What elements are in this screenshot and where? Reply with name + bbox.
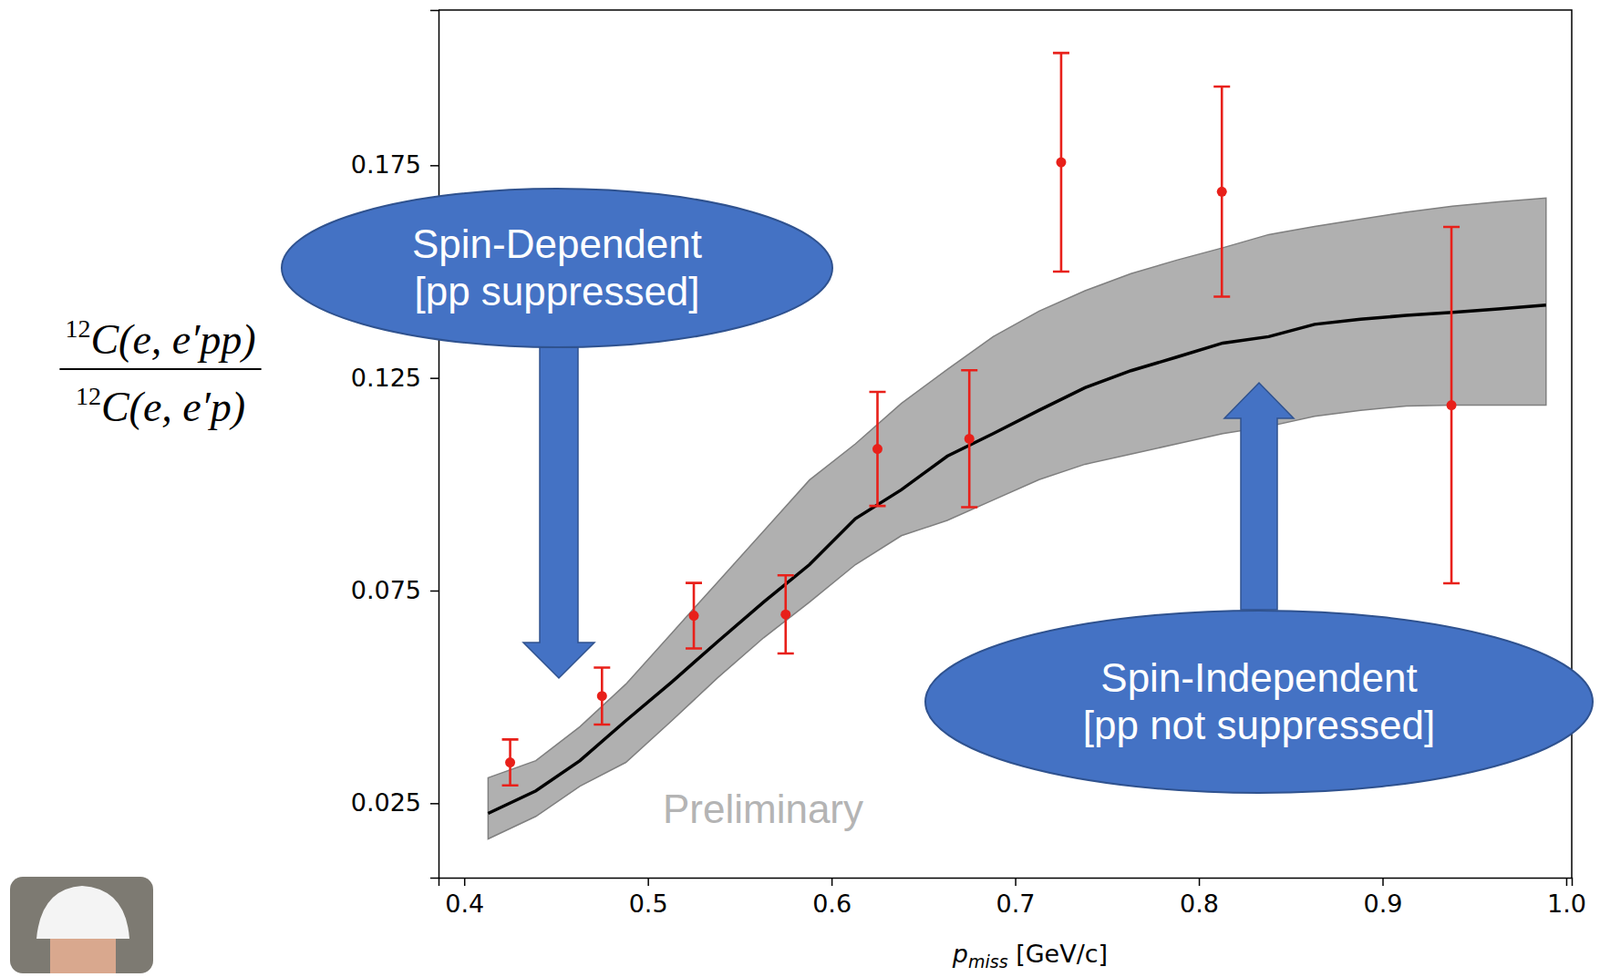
y-tick: 0.075 — [350, 576, 439, 605]
photo-background — [10, 877, 154, 974]
y-tick: 0.125 — [350, 363, 439, 393]
callout-text: [pp not suppressed] — [1083, 702, 1435, 748]
x-tick-mark — [647, 877, 650, 887]
x-tick: 0.9 — [1363, 877, 1404, 919]
x-tick-label: 1.0 — [1547, 889, 1587, 919]
x-tick-label: 0.7 — [996, 889, 1036, 919]
data-point — [872, 443, 883, 455]
x-tick-mark — [1014, 877, 1017, 887]
data-point — [964, 433, 975, 444]
data-point — [780, 609, 791, 620]
callout-ellipse — [281, 188, 833, 348]
error-bar — [685, 583, 702, 650]
chart: 0.4 0.5 0.6 0.7 0.8 0.9 1.0 0.025 0.075 0.125 0.17… — [0, 0, 1600, 977]
y-tick-mark — [430, 590, 439, 593]
x-tick: 0.5 — [629, 877, 669, 919]
y-title-superscript: 12 — [75, 381, 102, 411]
error-bar — [868, 392, 886, 506]
y-tick: 0.175 — [350, 150, 439, 179]
x-axis: 0.4 0.5 0.6 0.7 0.8 0.9 1.0 — [439, 877, 1587, 919]
y-tick-mark — [430, 377, 439, 380]
callout-text: [pp suppressed] — [413, 268, 700, 314]
x-axis-title-unit: [GeV/c] — [1008, 939, 1109, 969]
x-tick: 1.0 — [1547, 877, 1587, 919]
callout-ellipse — [925, 610, 1593, 794]
x-tick: 0.6 — [812, 877, 852, 919]
data-point — [689, 610, 700, 621]
y-title-text: C(e, e′p) — [101, 383, 246, 431]
y-axis-title-numerator: 12C(e, e′pp) — [64, 314, 256, 363]
error-bar — [593, 667, 610, 725]
y-axis-line — [430, 10, 440, 879]
data-point — [505, 757, 516, 768]
x-tick-label: 0.4 — [444, 889, 485, 919]
x-tick-mark — [1382, 877, 1384, 887]
y-axis-title-denominator: 12C(e, e′p) — [75, 381, 246, 431]
data-point — [1055, 157, 1066, 168]
x-tick-label: 0.5 — [629, 889, 669, 919]
x-axis-line — [439, 878, 1573, 888]
y-title-text: C(e, e′pp) — [90, 316, 256, 363]
data-point — [1217, 186, 1228, 197]
y-tick-label: 0.075 — [350, 576, 422, 605]
y-tick-mark — [430, 165, 439, 167]
photo-helmet — [36, 886, 130, 940]
x-axis-title-main: p — [951, 939, 969, 969]
x-tick-mark — [831, 877, 834, 887]
x-tick-label: 0.9 — [1363, 889, 1404, 919]
x-tick-label: 0.6 — [812, 889, 852, 919]
x-axis-title: pmiss [GeV/c] — [951, 939, 1108, 972]
x-tick-mark — [1566, 877, 1569, 887]
x-tick-mark — [464, 877, 466, 887]
data-point — [1446, 400, 1457, 411]
photo-face — [50, 939, 116, 974]
y-title-superscript: 12 — [64, 314, 91, 343]
callout: Spin-Independent[pp not suppressed] — [925, 382, 1593, 794]
callout-arrow — [523, 347, 595, 679]
callout: Spin-Dependent[pp suppressed] — [281, 188, 833, 679]
x-tick-mark — [1198, 877, 1201, 887]
watermark: Preliminary — [662, 786, 864, 832]
y-tick-label: 0.125 — [350, 363, 422, 393]
fraction-bar — [59, 368, 261, 371]
callout-text: Spin-Dependent — [412, 221, 702, 267]
y-tick-label: 0.025 — [350, 788, 422, 817]
data-point — [597, 691, 608, 702]
y-axis: 0.025 0.075 0.125 0.175 — [350, 10, 440, 879]
error-bar — [1052, 52, 1070, 272]
x-axis-title-sub: miss — [968, 951, 1009, 972]
callout-arrow — [1224, 382, 1294, 610]
speaker-photo — [10, 877, 154, 974]
error-bar — [1443, 227, 1460, 584]
error-bar — [777, 575, 795, 654]
x-tick: 0.8 — [1179, 877, 1219, 919]
x-tick: 0.7 — [996, 877, 1036, 919]
y-tick-mark — [430, 803, 439, 806]
y-tick: 0.025 — [350, 788, 439, 817]
error-bar — [1213, 86, 1230, 298]
x-tick-label: 0.8 — [1179, 889, 1219, 919]
y-tick-label: 0.175 — [350, 150, 422, 179]
error-bar — [960, 370, 978, 507]
error-bar — [502, 739, 519, 785]
x-tick: 0.4 — [444, 877, 485, 919]
callout-text: Spin-Independent — [1100, 655, 1417, 701]
